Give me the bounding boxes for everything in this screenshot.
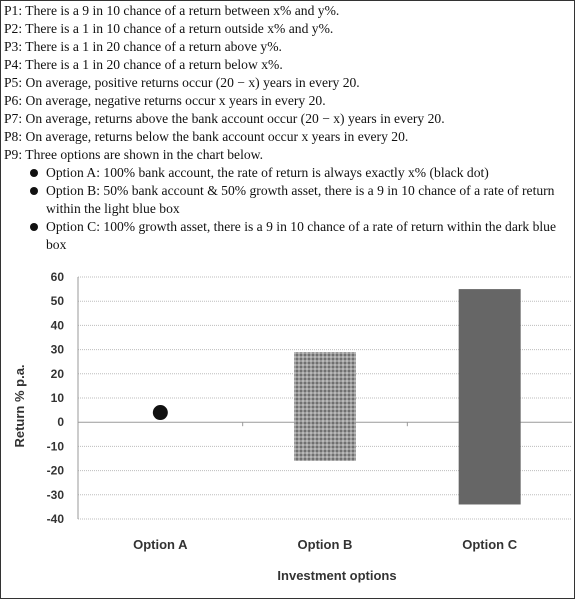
y-tick-label: 0 [57,415,64,429]
y-tick-label: 30 [51,343,65,357]
premise-2: P2: There is a 1 in 10 chance of a retur… [4,21,334,36]
option-b-item: Option B: 50% bank account & 50% growth … [4,182,572,218]
range-box-option-b [294,352,356,461]
bullet-icon [30,169,38,177]
y-tick-label: -40 [47,512,65,526]
y-tick-label: -30 [47,488,65,502]
premise-1: P1: There is a 9 in 10 chance of a retur… [4,3,340,18]
x-category-label: Option B [298,537,353,552]
bullet-icon [30,187,38,195]
x-category-label: Option C [462,537,517,552]
bullet-icon [30,223,38,231]
option-c-item: Option C: 100% growth asset, there is a … [4,218,572,254]
x-axis-title: Investment options [277,568,396,583]
premise-6: P6: On average, negative returns occur x… [4,93,326,108]
premise-8: P8: On average, returns below the bank a… [4,129,409,144]
y-tick-label: -10 [47,439,65,453]
premise-4: P4: There is a 1 in 20 chance of a retur… [4,57,283,72]
option-a-text: Option A: 100% bank account, the rate of… [46,165,489,180]
premise-9: P9: Three options are shown in the chart… [4,147,263,162]
returns-chart: 60 50 40 30 20 10 0 -10 -20 -30 -40 Option A Option … [0,262,575,599]
premise-3: P3: There is a 1 in 20 chance of a retur… [4,39,282,54]
chart-svg: 60 50 40 30 20 10 0 -10 -20 -30 -40 Option A Option … [12,270,572,583]
options-list: Option A: 100% bank account, the rate of… [4,164,572,254]
y-tick-label: 60 [51,270,65,284]
option-a-item: Option A: 100% bank account, the rate of… [4,164,572,182]
premises-text: P1: There is a 9 in 10 chance of a retur… [4,2,572,254]
option-b-text: Option B: 50% bank account & 50% growth … [46,183,555,216]
option-a-point [152,405,168,421]
option-c-text: Option C: 100% growth asset, there is a … [46,219,556,252]
y-tick-label: 50 [51,294,65,308]
y-tick-label: 20 [51,367,65,381]
y-tick-label: -20 [47,464,65,478]
premise-5: P5: On average, positive returns occur (… [4,75,360,90]
y-tick-label: 40 [51,318,65,332]
y-tick-label: 10 [51,391,65,405]
range-box-option-c [458,289,521,505]
x-category-label: Option A [133,537,188,552]
premise-7: P7: On average, returns above the bank a… [4,111,445,126]
y-axis-title: Return % p.a. [12,364,27,447]
